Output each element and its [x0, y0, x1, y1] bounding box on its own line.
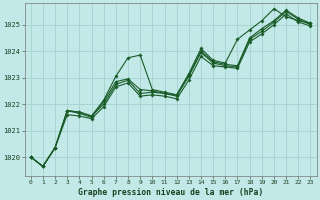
X-axis label: Graphe pression niveau de la mer (hPa): Graphe pression niveau de la mer (hPa)	[78, 188, 263, 197]
